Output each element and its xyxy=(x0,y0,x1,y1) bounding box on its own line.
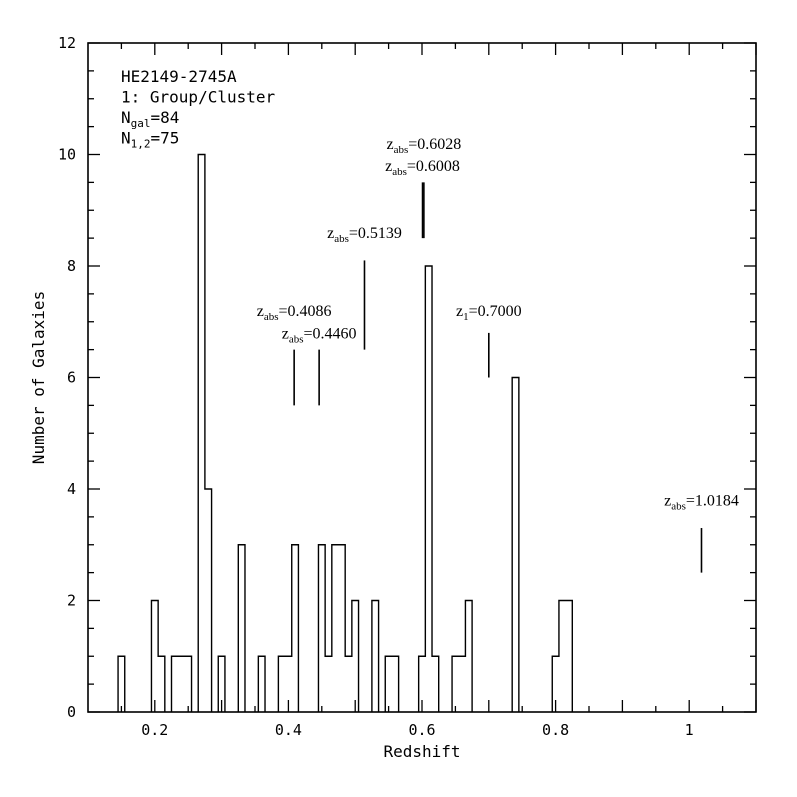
info-line: N1,2=75 xyxy=(121,129,179,151)
absorber-label: zabs=1.0184 xyxy=(664,493,739,513)
info-line: 1: Group/Cluster xyxy=(121,88,275,107)
absorber-label: zabs=0.4086 xyxy=(257,303,332,323)
info-block: HE2149-2745A 1: Group/ClusterNgal=84N1,2=… xyxy=(121,67,275,151)
y-tick-label: 12 xyxy=(58,34,76,52)
y-tick-label: 10 xyxy=(58,146,76,164)
absorber-label: zabs=0.4460 xyxy=(282,325,357,345)
absorber-label: z1=0.7000 xyxy=(456,303,522,323)
y-tick-label: 6 xyxy=(67,369,76,387)
y-tick-label: 4 xyxy=(67,480,76,498)
y-axis-title: Number of Galaxies xyxy=(29,291,48,464)
y-tick-label: 0 xyxy=(67,703,76,721)
axis-ticks xyxy=(88,42,757,713)
y-tick-label: 2 xyxy=(67,592,76,610)
x-tick-label: 0.8 xyxy=(542,721,569,739)
absorber-label: zabs=0.5139 xyxy=(327,225,402,245)
absorber-label: zabs=0.6008 xyxy=(385,158,460,178)
info-line: Ngal=84 xyxy=(121,108,179,130)
x-tick-label: 0.2 xyxy=(141,721,168,739)
x-tick-label: 0.4 xyxy=(275,721,302,739)
absorber-label: zabs=0.6028 xyxy=(386,136,461,156)
info-line: HE2149-2745A xyxy=(121,67,237,86)
x-tick-label: 0.6 xyxy=(408,721,435,739)
histogram-outline xyxy=(117,153,573,712)
x-axis-title: Redshift xyxy=(383,742,460,761)
x-tick-label: 1 xyxy=(685,721,694,739)
y-tick-label: 8 xyxy=(67,257,76,275)
